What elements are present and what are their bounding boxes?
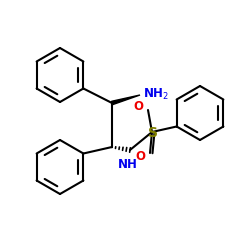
- Text: O: O: [133, 100, 143, 114]
- Text: NH$_2$: NH$_2$: [143, 86, 169, 102]
- Polygon shape: [112, 95, 140, 105]
- Text: NH: NH: [118, 158, 138, 171]
- Text: O: O: [135, 150, 145, 162]
- Text: S: S: [148, 126, 158, 140]
